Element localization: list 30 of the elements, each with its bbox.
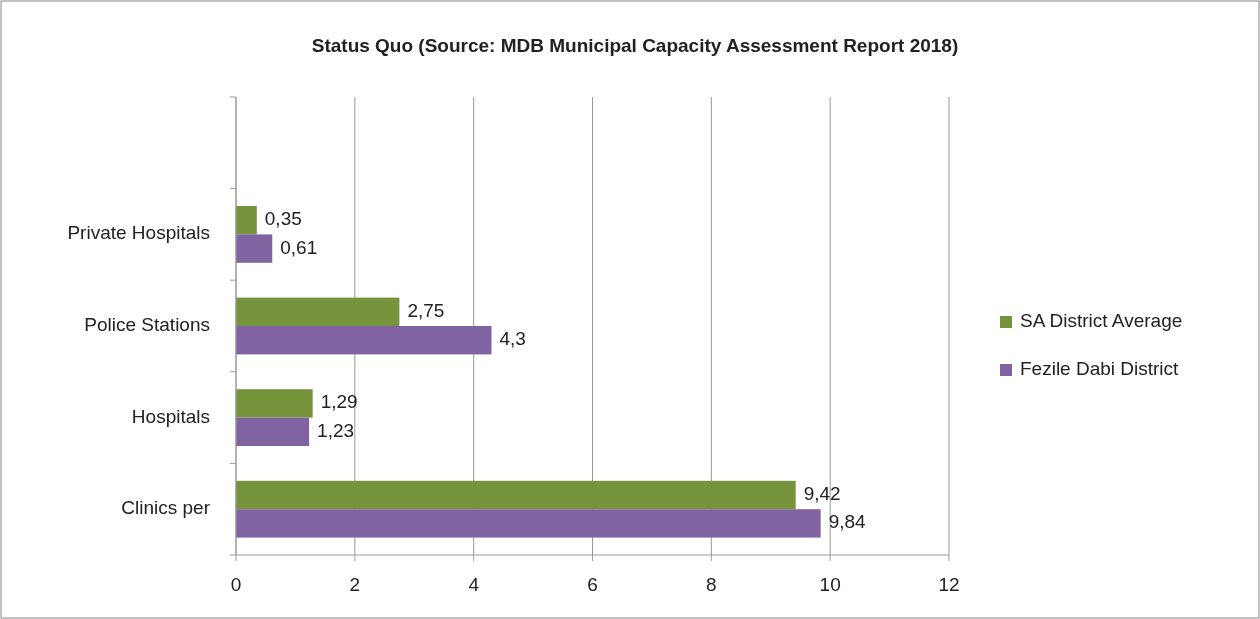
y-tick-label: Clinics per [121,497,211,519]
bar [236,206,257,235]
x-tick-label: 12 [938,574,960,595]
bar [236,417,310,446]
bar [236,326,492,355]
legend-label: Fezile Dabi District [1020,358,1180,380]
x-tick-label: 2 [349,574,361,595]
data-label: 0,61 [280,236,318,258]
data-label: 9,84 [828,511,867,533]
y-tick-label: Police Stations [84,314,210,336]
data-label: 1,29 [320,391,358,413]
chart-title: Status Quo (Source: MDB Municipal Capacity Assessment Report 2018) [311,35,959,56]
data-label: 1,23 [317,419,355,441]
y-tick-label: Private Hospitals [67,222,210,244]
bar [236,509,821,538]
x-tick-label: 6 [587,574,598,595]
x-tick-label: 4 [468,574,480,595]
bar [236,297,400,326]
data-label: 2,75 [407,299,445,321]
data-label: 4,3 [499,328,526,350]
legend-label: SA District Average [1020,310,1183,332]
data-label: 9,42 [803,483,841,505]
data-label: 0,35 [264,208,302,230]
bar [236,234,273,263]
x-tick-label: 8 [706,574,717,595]
x-tick-label: 0 [230,574,242,595]
bar [236,389,313,418]
bar [236,480,796,510]
x-tick-label: 10 [819,574,841,595]
y-tick-label: Hospitals [131,405,210,427]
